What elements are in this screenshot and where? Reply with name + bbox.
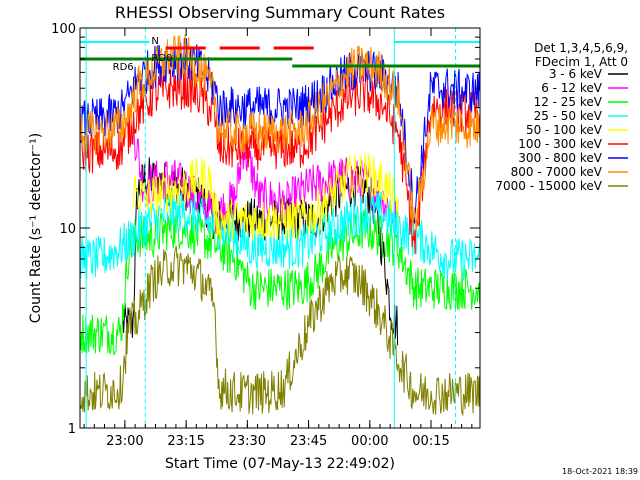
legend: Det 1,3,4,5,6,9, FDecim 1, Att 0 3 - 6 k…: [495, 41, 628, 193]
x-tick-label: 23:30: [229, 434, 266, 449]
legend-label-25-50-kev: 25 - 50 keV: [534, 109, 603, 123]
legend-label-300-800-kev: 300 - 800 keV: [518, 151, 602, 165]
annotation-n: N: [151, 36, 158, 47]
y-tick-label: 100: [51, 22, 76, 37]
y-axis-label: Count Rate (s⁻¹ detector⁻¹): [28, 133, 44, 323]
x-tick-label: 23:45: [290, 434, 327, 449]
legend-label-3-6-kev: 3 - 6 keV: [549, 67, 603, 81]
annotation-rd6: RD6: [113, 62, 134, 73]
y-tick-label: 1: [68, 422, 76, 437]
x-axis: 23:00 23:15 23:30 23:45 00:00 00:15: [83, 28, 473, 449]
timestamp: 18-Oct-2021 18:39: [562, 467, 638, 476]
y-tick-label: 10: [59, 222, 76, 237]
x-tick-label: 23:15: [167, 434, 204, 449]
legend-label-100-300-kev: 100 - 300 keV: [518, 137, 602, 151]
chart-title: RHESSI Observing Summary Count Rates: [115, 3, 445, 22]
legend-header-line-1: Det 1,3,4,5,6,9,: [534, 41, 628, 55]
y-axis: 1 10 100: [51, 22, 480, 437]
series-line-7000-15000-kev: [80, 245, 480, 417]
annotation-layer: N RD0 RD6: [80, 28, 480, 428]
series-line-100-300-kev: [80, 67, 480, 254]
x-tick-label: 23:00: [106, 434, 143, 449]
plot-area: [80, 34, 480, 417]
legend-header-line-2: FDecim 1, Att 0: [535, 55, 628, 69]
series-line-800-7000-kev: [80, 34, 480, 231]
x-tick-label: 00:00: [351, 434, 388, 449]
legend-label-7000-15000-kev: 7000 - 15000 keV: [495, 179, 602, 193]
annotation-rd0: RD0: [151, 53, 172, 64]
legend-label-6-12-kev: 6 - 12 keV: [541, 81, 603, 95]
x-tick-label: 00:15: [412, 434, 449, 449]
legend-label-50-100-kev: 50 - 100 keV: [526, 123, 603, 137]
series-line-50-100-kev: [132, 152, 399, 242]
legend-label-800-7000-kev: 800 - 7000 keV: [511, 165, 603, 179]
x-axis-label: Start Time (07-May-13 22:49:02): [165, 456, 395, 472]
legend-label-12-25-kev: 12 - 25 keV: [534, 95, 603, 109]
series-line-25-50-kev: [80, 190, 480, 281]
